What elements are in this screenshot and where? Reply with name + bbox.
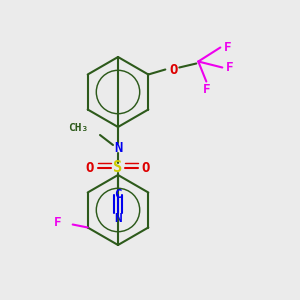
Text: S: S	[113, 160, 123, 175]
Text: O: O	[169, 62, 178, 76]
Text: F: F	[202, 83, 210, 96]
Text: O: O	[142, 161, 150, 175]
Text: N: N	[114, 212, 122, 226]
Text: CH₃: CH₃	[68, 123, 88, 133]
Text: F: F	[224, 41, 231, 54]
Text: F: F	[226, 61, 233, 74]
Text: F: F	[54, 216, 62, 229]
Text: O: O	[86, 161, 94, 175]
Text: C: C	[114, 188, 122, 202]
Text: N: N	[114, 141, 122, 155]
